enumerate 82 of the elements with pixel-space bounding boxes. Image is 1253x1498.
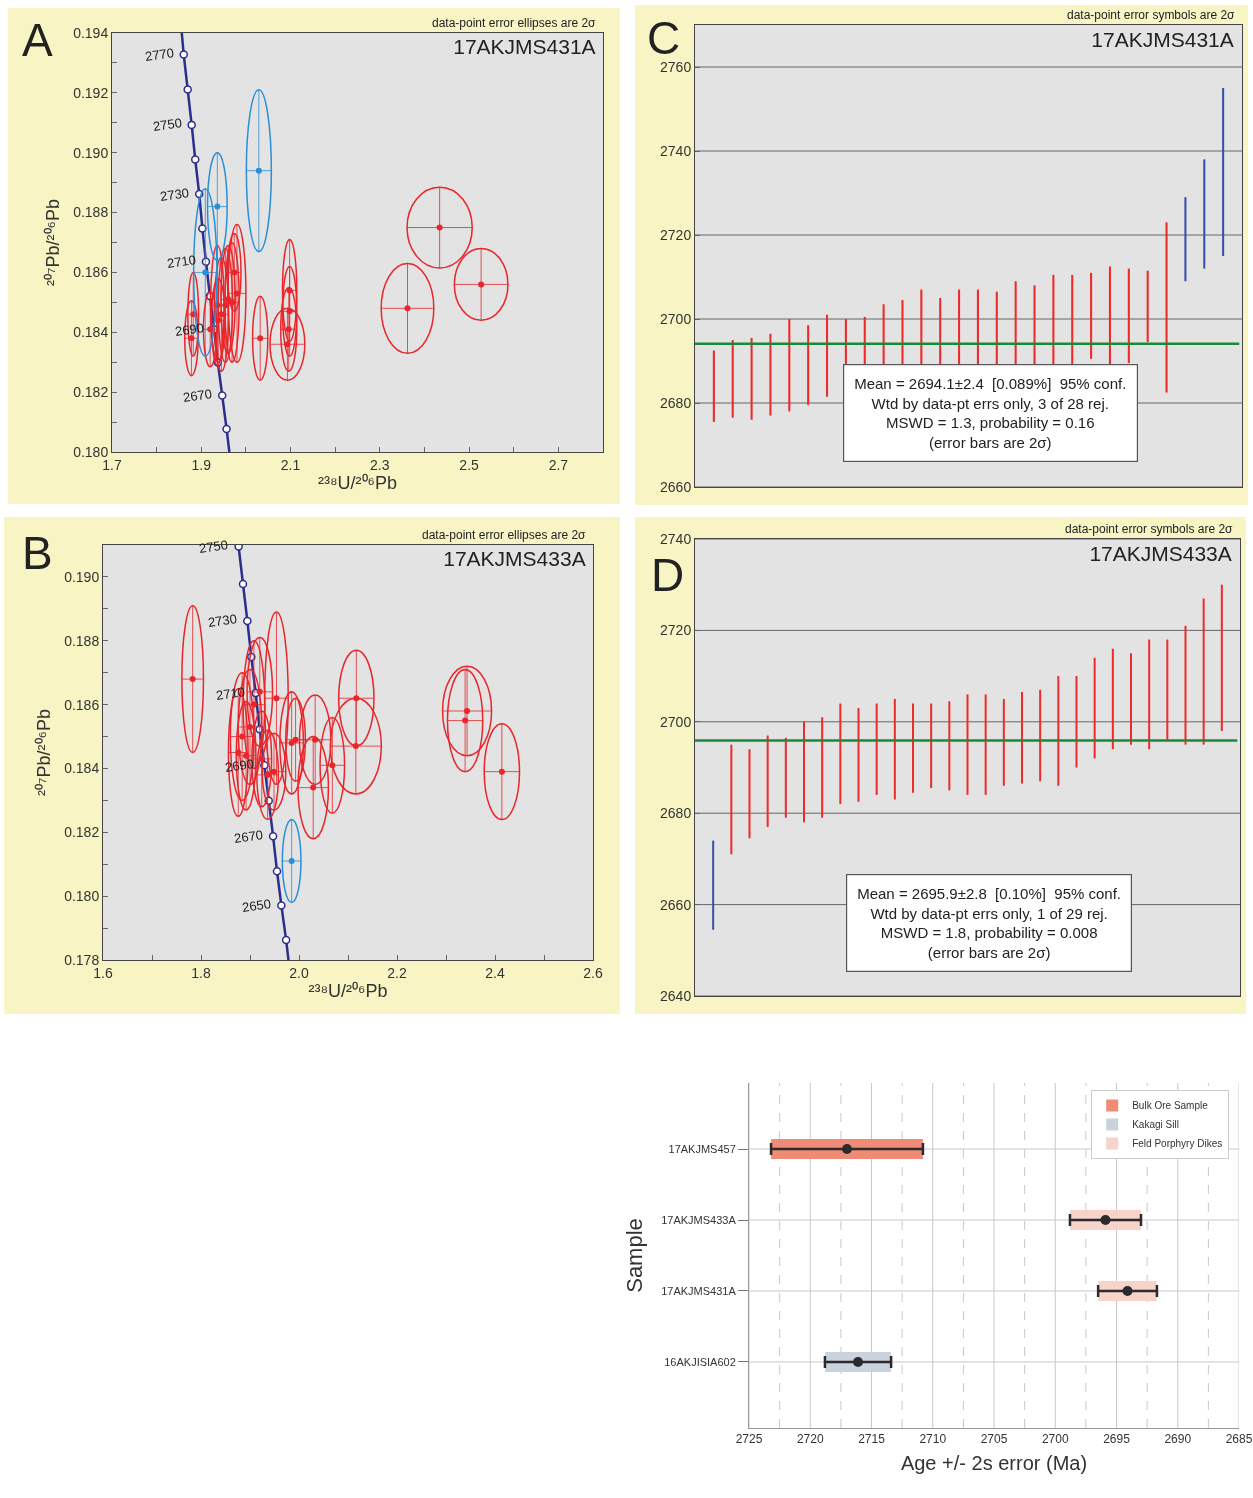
- x-tick-label: 1.9: [191, 456, 212, 473]
- annotation: 2710: [215, 684, 246, 704]
- annotation: 2770: [144, 45, 175, 64]
- x-tick-label: 2.1: [280, 456, 301, 473]
- x-tick-label: 2.3: [370, 456, 390, 473]
- y-tick-label: 2660: [660, 896, 692, 913]
- y-tick-label: 2720: [660, 622, 692, 639]
- y-tick-label: 0.182: [64, 824, 100, 841]
- y-tick-label: 0.190: [73, 144, 109, 161]
- annotation: Mean = 2694.1±2.4 [0.089%] 95% conf. Wtd by data-pt errs only, 3 of 28 rej. MSWD = 1.3, probability = 0.16 (error bars are 2σ): [854, 375, 1127, 451]
- text: B: [22, 527, 53, 579]
- legend-label: Feld Porphyry Dikes: [1132, 1138, 1223, 1150]
- x-tick-label: 1.8: [191, 964, 211, 981]
- annotation: 2670: [233, 827, 264, 846]
- annotation: 2750: [152, 115, 183, 134]
- chart-title: 17AKJMS433A: [443, 546, 586, 570]
- y-tick-label: 0.188: [64, 632, 100, 649]
- y-tick-label: 2660: [660, 478, 692, 495]
- annotation: 2650: [241, 896, 272, 915]
- y-tick-label: 17AKJMS457: [668, 1142, 736, 1155]
- annotation: 2730: [159, 185, 190, 204]
- y-tick-label: 17AKJMS431A: [661, 1284, 737, 1297]
- x-tick-label: 2.4: [485, 964, 505, 981]
- annotation: 2710: [166, 252, 197, 271]
- y-axis-title: ²⁰⁷Pb/²⁰⁶Pb: [34, 709, 55, 796]
- x-tick-label: 2710: [919, 1432, 947, 1447]
- x-tick-label: 2.6: [583, 964, 603, 981]
- y-tick-label: 2700: [660, 713, 692, 730]
- chart-title: 17AKJMS431A: [453, 34, 596, 58]
- y-tick-label: 0.194: [73, 24, 109, 41]
- x-tick-label: 2.0: [289, 964, 309, 981]
- y-tick-label: 0.180: [64, 888, 100, 905]
- x-axis-title: Age +/- 2s error (Ma): [900, 1451, 1088, 1474]
- x-axis-title: ²³⁸U/²⁰⁶Pb: [308, 980, 388, 1001]
- annotation: 2730: [207, 611, 238, 630]
- y-tick-label: 2680: [660, 394, 692, 411]
- y-axis-title: Sample: [621, 1218, 647, 1293]
- y-tick-label: 2700: [660, 310, 692, 327]
- y-tick-label: 0.188: [73, 204, 109, 221]
- x-tick-label: 2725: [735, 1432, 763, 1447]
- x-tick-label: 2685: [1225, 1432, 1253, 1447]
- y-tick-label: 0.192: [73, 84, 109, 101]
- y-tick-label: 0.182: [73, 384, 109, 401]
- y-tick-label: 2740: [660, 530, 692, 547]
- x-axis-title: ²³⁸U/²⁰⁶Pb: [317, 472, 398, 493]
- y-tick-label: 2640: [660, 987, 692, 1004]
- x-tick-label: 2705: [980, 1432, 1008, 1447]
- legend-label: Kakagi Sill: [1132, 1119, 1179, 1131]
- y-tick-label: 2720: [660, 226, 692, 243]
- text: data-point error symbols are 2σ: [1065, 522, 1234, 536]
- y-tick-label: 0.186: [73, 264, 109, 281]
- annotation: Mean = 2695.9±2.8 [0.10%] 95% conf. Wtd by data-pt errs only, 1 of 29 rej. MSWD = 1.8, probability = 0.008 (error bars are 2σ): [857, 885, 1122, 961]
- legend-label: Bulk Ore Sample: [1132, 1100, 1209, 1112]
- text: data-point error symbols are 2σ: [1067, 8, 1236, 22]
- y-tick-label: 2760: [660, 58, 692, 75]
- text: data-point error ellipses are 2σ: [422, 528, 587, 542]
- annotation: 2670: [182, 386, 213, 405]
- x-tick-label: 2.5: [459, 456, 480, 473]
- y-tick-label: 17AKJMS433A: [661, 1213, 737, 1226]
- y-tick-label: 0.190: [64, 568, 100, 585]
- text: data-point error ellipses are 2σ: [432, 16, 597, 30]
- text: A: [22, 14, 53, 66]
- y-axis-title: ²⁰⁷Pb/²⁰⁶Pb: [43, 199, 64, 286]
- y-tick-label: 0.184: [73, 324, 109, 341]
- y-tick-label: 2740: [660, 142, 692, 159]
- x-tick-label: 2.7: [548, 456, 569, 473]
- y-tick-label: 16AKJISIA602: [664, 1355, 736, 1368]
- x-tick-label: 2720: [796, 1432, 824, 1447]
- chart-title: 17AKJMS433A: [1089, 541, 1232, 565]
- annotation: 2690: [224, 756, 255, 775]
- x-tick-label: 2690: [1164, 1432, 1192, 1447]
- x-tick-label: 2715: [858, 1432, 886, 1447]
- y-tick-label: 2680: [660, 805, 692, 822]
- annotation: 2750: [198, 537, 229, 557]
- chart-title: 17AKJMS431A: [1091, 27, 1234, 51]
- y-tick-label: 0.184: [64, 760, 100, 777]
- y-tick-label: 0.186: [64, 696, 100, 713]
- x-tick-label: 2700: [1041, 1432, 1069, 1447]
- text: D: [651, 549, 685, 601]
- x-tick-label: 2.2: [387, 964, 407, 981]
- annotation: 2690: [174, 320, 205, 339]
- x-tick-label: 2695: [1103, 1432, 1131, 1447]
